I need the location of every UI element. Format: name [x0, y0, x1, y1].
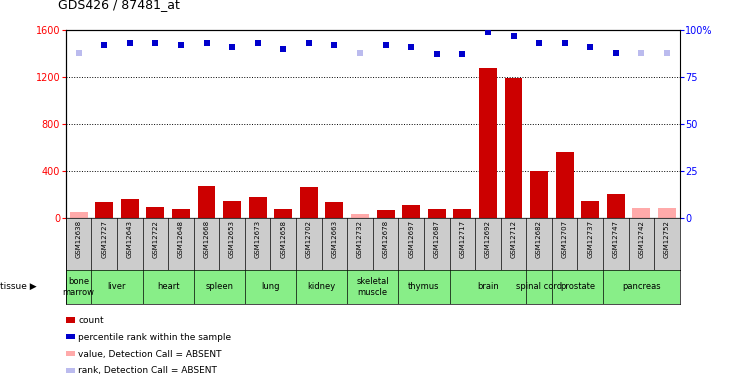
Bar	[274, 209, 292, 218]
Text: liver: liver	[107, 282, 126, 291]
Text: kidney: kidney	[308, 282, 336, 291]
Text: GSM12673: GSM12673	[254, 220, 261, 258]
Text: skeletal
muscle: skeletal muscle	[357, 277, 389, 297]
Text: GSM12702: GSM12702	[306, 220, 312, 258]
Bar	[172, 209, 190, 218]
Bar	[632, 208, 651, 218]
Text: GSM12697: GSM12697	[408, 220, 414, 258]
Text: GSM12742: GSM12742	[638, 220, 645, 258]
Text: GSM12643: GSM12643	[126, 220, 133, 258]
Text: GSM12682: GSM12682	[536, 220, 542, 258]
Text: GSM12727: GSM12727	[101, 220, 107, 258]
Bar	[479, 68, 497, 218]
Text: GSM12732: GSM12732	[357, 220, 363, 258]
Text: prostate: prostate	[560, 282, 595, 291]
Bar	[428, 209, 446, 218]
Bar	[197, 186, 216, 218]
Bar	[504, 78, 523, 218]
Bar	[402, 205, 420, 218]
Text: GSM12752: GSM12752	[664, 220, 670, 258]
Bar	[556, 152, 574, 217]
Text: lung: lung	[261, 282, 280, 291]
Text: heart: heart	[157, 282, 179, 291]
Bar	[300, 187, 318, 218]
Bar	[146, 207, 164, 218]
Text: value, Detection Call = ABSENT: value, Detection Call = ABSENT	[78, 350, 221, 358]
Text: GSM12707: GSM12707	[561, 220, 568, 258]
Text: percentile rank within the sample: percentile rank within the sample	[78, 333, 231, 342]
Text: bone
marrow: bone marrow	[63, 277, 94, 297]
Text: GSM12638: GSM12638	[75, 220, 82, 258]
Bar	[69, 211, 88, 217]
Text: spleen: spleen	[205, 282, 233, 291]
Bar	[249, 197, 267, 217]
Text: GSM12692: GSM12692	[485, 220, 491, 258]
Bar	[121, 199, 139, 217]
Text: GSM12737: GSM12737	[587, 220, 594, 258]
Text: GSM12712: GSM12712	[510, 220, 517, 258]
Bar	[607, 194, 625, 217]
Text: spinal cord: spinal cord	[516, 282, 562, 291]
Text: GSM12663: GSM12663	[331, 220, 338, 258]
Bar	[581, 201, 599, 217]
Text: GSM12648: GSM12648	[178, 220, 184, 258]
Text: GSM12717: GSM12717	[459, 220, 466, 258]
Text: GSM12653: GSM12653	[229, 220, 235, 258]
Text: GSM12668: GSM12668	[203, 220, 210, 258]
Bar	[223, 201, 241, 217]
Bar	[453, 209, 471, 218]
Text: GSM12747: GSM12747	[613, 220, 619, 258]
Bar	[351, 214, 369, 217]
Text: GSM12687: GSM12687	[433, 220, 440, 258]
Bar	[658, 208, 676, 218]
Text: GSM12722: GSM12722	[152, 220, 159, 258]
Text: rank, Detection Call = ABSENT: rank, Detection Call = ABSENT	[78, 366, 217, 375]
Text: tissue ▶: tissue ▶	[0, 282, 37, 291]
Bar	[325, 202, 344, 217]
Bar	[530, 171, 548, 217]
Text: GDS426 / 87481_at: GDS426 / 87481_at	[58, 0, 181, 11]
Text: pancreas: pancreas	[622, 282, 661, 291]
Bar	[95, 202, 113, 217]
Text: brain: brain	[477, 282, 499, 291]
Bar	[376, 210, 395, 218]
Text: count: count	[78, 316, 104, 325]
Text: GSM12658: GSM12658	[280, 220, 287, 258]
Text: GSM12678: GSM12678	[382, 220, 389, 258]
Text: thymus: thymus	[408, 282, 440, 291]
